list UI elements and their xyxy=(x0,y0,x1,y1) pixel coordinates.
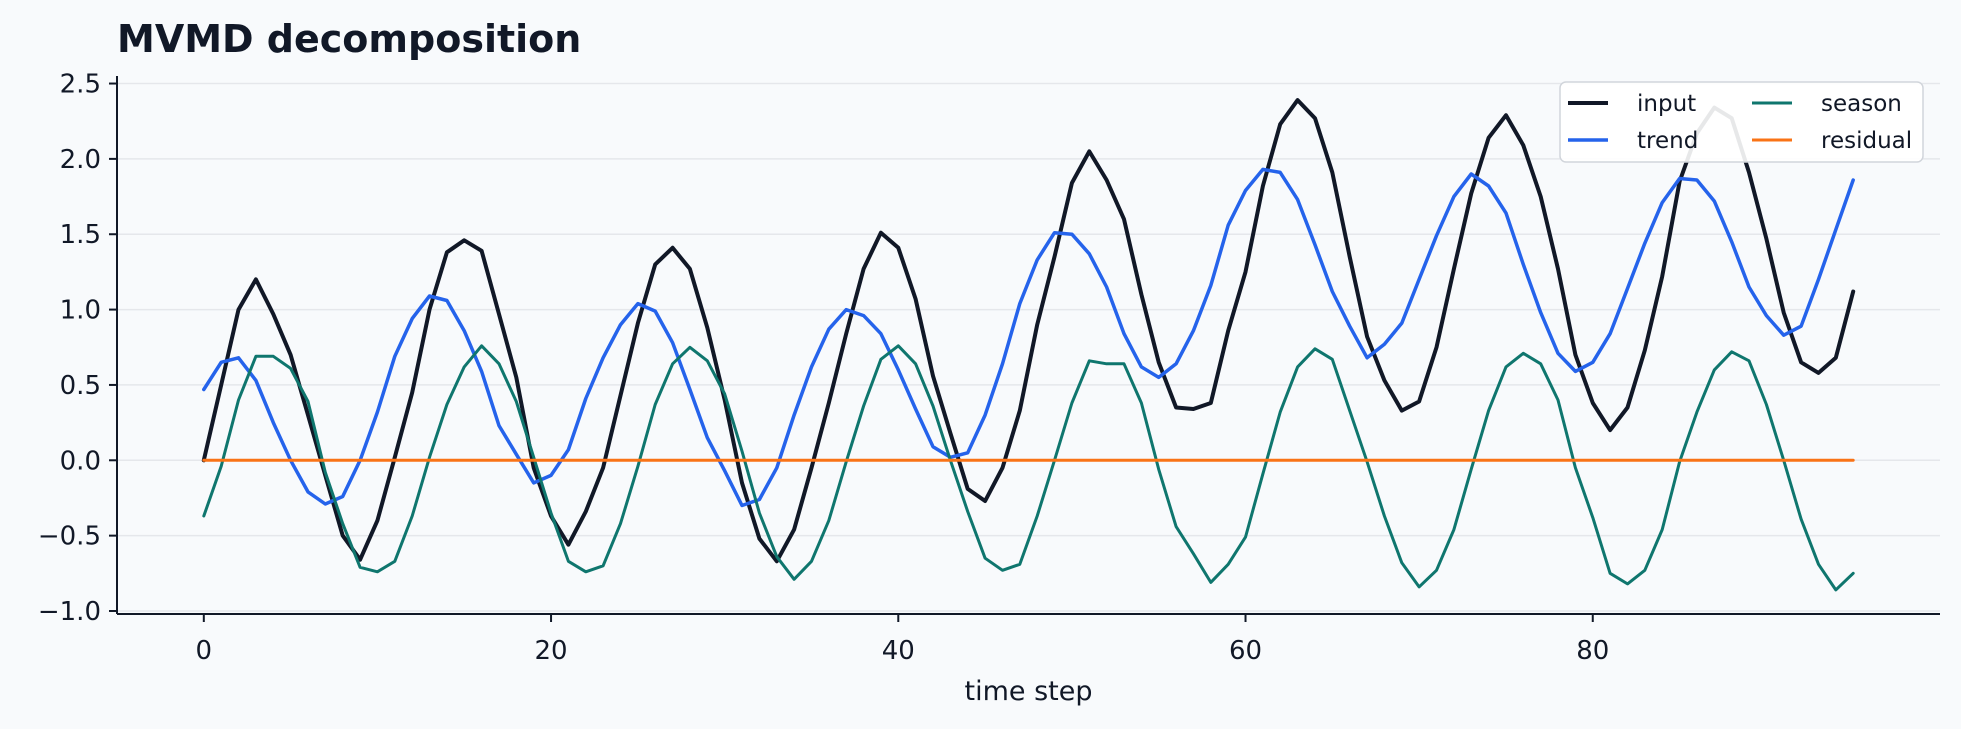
legend: input trend season residual xyxy=(1559,81,1924,163)
x-tick-label: 80 xyxy=(1576,636,1609,666)
series-line-trend xyxy=(202,167,1855,508)
y-tick-label: −1.0 xyxy=(38,597,101,627)
legend-label-residual: residual xyxy=(1821,128,1912,154)
y-ticks: −1.0 −0.5 0.0 0.5 1.0 1.5 2.0 2.5 xyxy=(38,70,117,627)
legend-label-input: input xyxy=(1637,91,1696,117)
axes xyxy=(116,76,1940,615)
x-ticks: 0 20 40 60 80 xyxy=(196,614,1609,666)
y-tick-label: 0.0 xyxy=(60,446,101,476)
legend-label-season: season xyxy=(1821,91,1902,117)
chart-title: MVMD decomposition xyxy=(117,17,581,61)
series-line-season xyxy=(202,344,1855,592)
legend-label-trend: trend xyxy=(1637,128,1698,154)
y-tick-label: 2.5 xyxy=(60,70,101,100)
x-tick-label: 20 xyxy=(535,636,568,666)
x-tick-label: 0 xyxy=(196,636,213,666)
x-axis-label: time step xyxy=(965,676,1093,707)
series xyxy=(201,98,1856,592)
y-tick-label: 2.0 xyxy=(60,145,101,175)
x-tick-label: 40 xyxy=(882,636,915,666)
y-tick-label: 1.5 xyxy=(60,220,101,250)
y-tick-label: 0.5 xyxy=(60,371,101,401)
y-tick-label: −0.5 xyxy=(38,522,101,552)
y-tick-label: 1.0 xyxy=(60,296,101,326)
x-tick-label: 60 xyxy=(1229,636,1262,666)
legend-box xyxy=(1559,81,1924,163)
series-line-input xyxy=(201,98,1856,564)
